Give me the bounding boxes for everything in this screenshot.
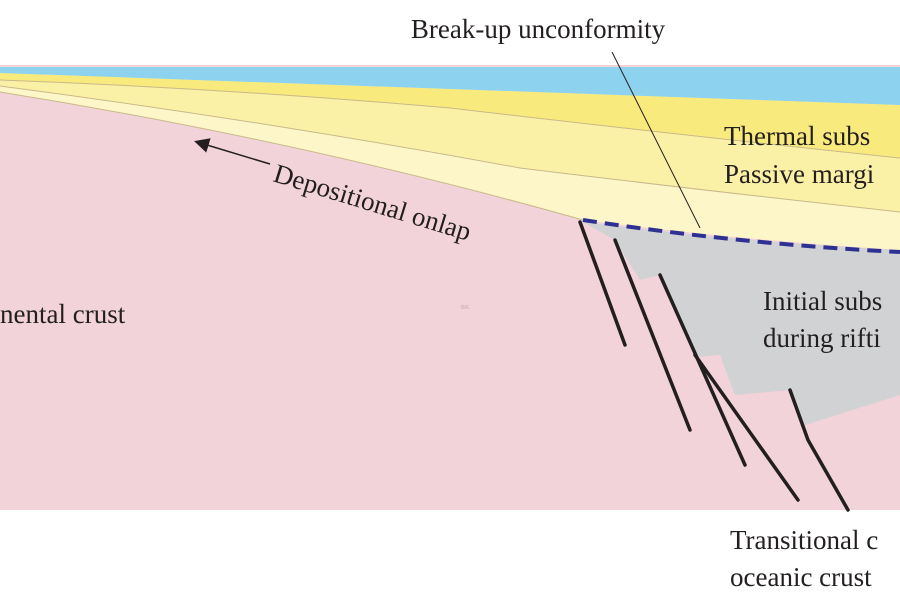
sediment-upper	[0, 73, 900, 158]
label: Thermal subs	[724, 121, 870, 151]
label: Transitional c	[730, 525, 878, 555]
label: Initial subs	[763, 286, 882, 316]
fault	[613, 238, 692, 432]
label: Break-up unconformity	[411, 14, 666, 44]
label: nental crust	[0, 299, 126, 329]
watermark: BK	[461, 305, 470, 311]
layer-boundary	[0, 79, 900, 159]
leader-line	[611, 51, 701, 229]
fault	[788, 388, 850, 512]
onlap-arrow	[194, 138, 271, 165]
label: Passive margi	[724, 159, 874, 189]
layer-boundary	[0, 85, 900, 213]
breakup-unconformity-line	[582, 218, 900, 254]
label: during rifti	[763, 323, 881, 353]
rift-basin	[583, 222, 900, 425]
sea-water	[0, 67, 900, 105]
label: oceanic crust	[730, 562, 872, 592]
layer-boundary	[0, 91, 584, 221]
fault	[578, 220, 627, 347]
fault	[658, 273, 747, 467]
fault	[693, 353, 800, 502]
